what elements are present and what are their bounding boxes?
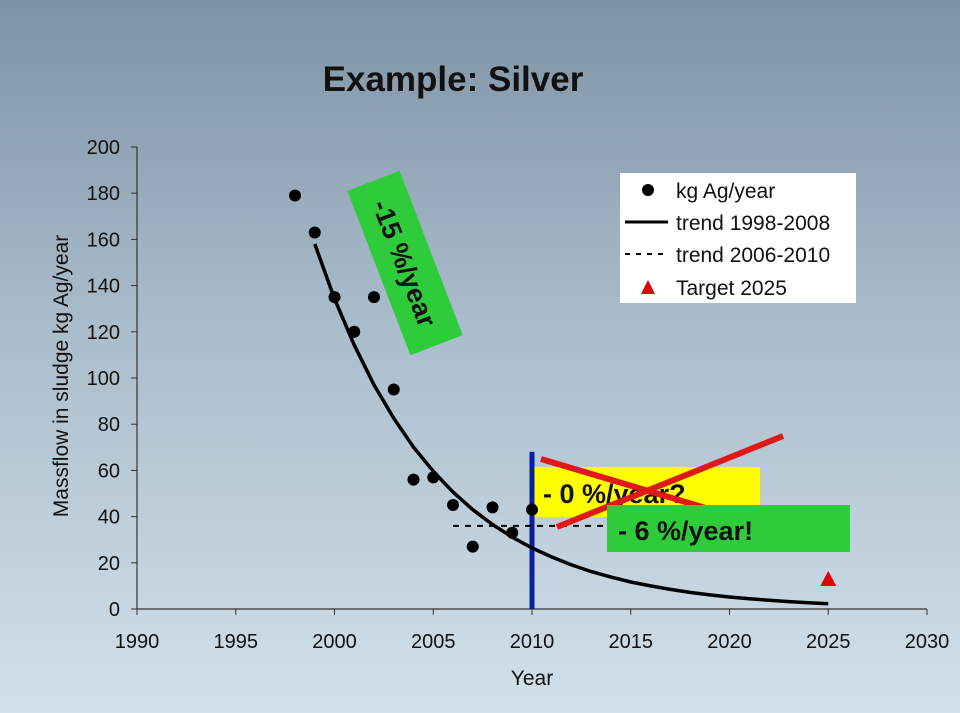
x-tick-label: 1995 (214, 631, 259, 653)
trend-1998-2008-line (313, 243, 829, 606)
legend-label-trend: trend 1998-2008 (676, 212, 830, 235)
data-point (526, 503, 538, 516)
x-tick-label: 2025 (806, 631, 851, 653)
y-tick-label: 120 (87, 322, 120, 344)
x-tick-label: 1990 (115, 631, 160, 653)
data-point (447, 499, 459, 512)
x-tick-label: 2010 (510, 631, 555, 653)
strike-line-2 (555, 433, 785, 530)
x-tick-label: 2030 (905, 631, 950, 653)
data-point (427, 471, 440, 484)
y-tick-label: 100 (87, 368, 120, 390)
data-point (289, 189, 301, 202)
data-point (368, 291, 380, 304)
data-point (387, 383, 400, 396)
slope-annotation-box: -15 %/year (347, 170, 463, 356)
y-tick-label: 200 (87, 137, 120, 159)
legend-label-points: kg Ag/year (676, 180, 775, 203)
y-tick-label: 0 (109, 599, 120, 621)
legend-label-dashed: trend 2006-2010 (676, 244, 830, 267)
x-ticks: 1990 1995 2000 2005 2010 2015 2020 2025 2030 (115, 609, 950, 653)
data-point (348, 325, 361, 338)
legend-box (620, 173, 856, 303)
y-axis-label: Massflow in sludge kg Ag/year (50, 235, 73, 517)
slope-box-bg (347, 170, 463, 356)
x-tick-label: 2000 (312, 631, 357, 653)
legend-marker-points (642, 184, 654, 196)
y-tick-label: 80 (98, 414, 120, 436)
x-tick-label: 2005 (411, 631, 456, 653)
y-tick-label: 40 (98, 507, 120, 529)
x-tick-label: 2015 (609, 631, 654, 653)
y-ticks: 0 20 40 60 80 100 120 140 160 180 200 (87, 137, 137, 621)
y-tick-label: 20 (98, 553, 120, 575)
y-tick-label: 180 (87, 183, 120, 205)
data-layer (289, 189, 837, 609)
target-2025-marker (820, 570, 837, 586)
six-label: - 6 %/year! (618, 516, 753, 546)
data-point (506, 526, 519, 539)
legend-marker-target (641, 280, 655, 294)
legend: kg Ag/year trend 1998-2008 trend 2006-20… (620, 173, 856, 303)
data-point (486, 501, 499, 514)
x-tick-label: 2020 (707, 631, 752, 653)
data-point (466, 540, 479, 553)
y-tick-label: 60 (98, 460, 120, 482)
legend-label-target: Target 2025 (676, 277, 787, 300)
strike-line-1 (540, 456, 710, 512)
y-tick-label: 160 (87, 229, 120, 251)
strike-cross (540, 433, 785, 530)
six-annotation-box: - 6 %/year! (607, 505, 850, 552)
y-tick-label: 140 (87, 276, 120, 298)
data-point (328, 291, 341, 304)
data-point (407, 473, 420, 486)
data-point (308, 226, 321, 239)
x-axis-label: Year (511, 667, 553, 690)
six-box-bg (607, 505, 850, 552)
chart-title: Example: Silver (323, 60, 584, 99)
